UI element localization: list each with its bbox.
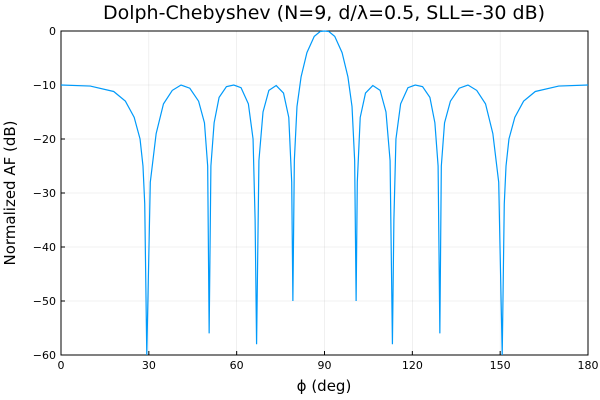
x-tick-label-2: 60 (230, 359, 244, 372)
y-tick-label-4: −40 (33, 241, 56, 254)
tick-layer: 0 30 60 90 120 150 180 0 −10 −20 −30 −40 −50 −60 (33, 25, 599, 372)
y-axis-label: Normalized AF (dB) (1, 120, 19, 265)
grid-layer (60, 30, 589, 356)
curve-layer (60, 30, 589, 356)
series-line-0 (60, 30, 589, 356)
chart-title: Dolph-Chebyshev (N=9, d/λ=0.5, SLL=-30 d… (103, 2, 545, 24)
x-tick-label-3: 90 (318, 359, 332, 372)
y-tick-label-2: −20 (33, 133, 56, 146)
x-tick-label-4: 120 (402, 359, 423, 372)
x-tick-label-6: 180 (578, 359, 599, 372)
x-tick-label-1: 30 (142, 359, 156, 372)
y-tick-label-6: −60 (33, 349, 56, 362)
y-tick-label-3: −30 (33, 187, 56, 200)
y-tick-label-0: 0 (49, 25, 56, 38)
x-tick-label-5: 150 (490, 359, 511, 372)
y-tick-label-5: −50 (33, 295, 56, 308)
x-axis-label: ϕ (deg) (297, 377, 352, 395)
x-tick-label-0: 0 (58, 359, 65, 372)
y-tick-label-1: −10 (33, 79, 56, 92)
